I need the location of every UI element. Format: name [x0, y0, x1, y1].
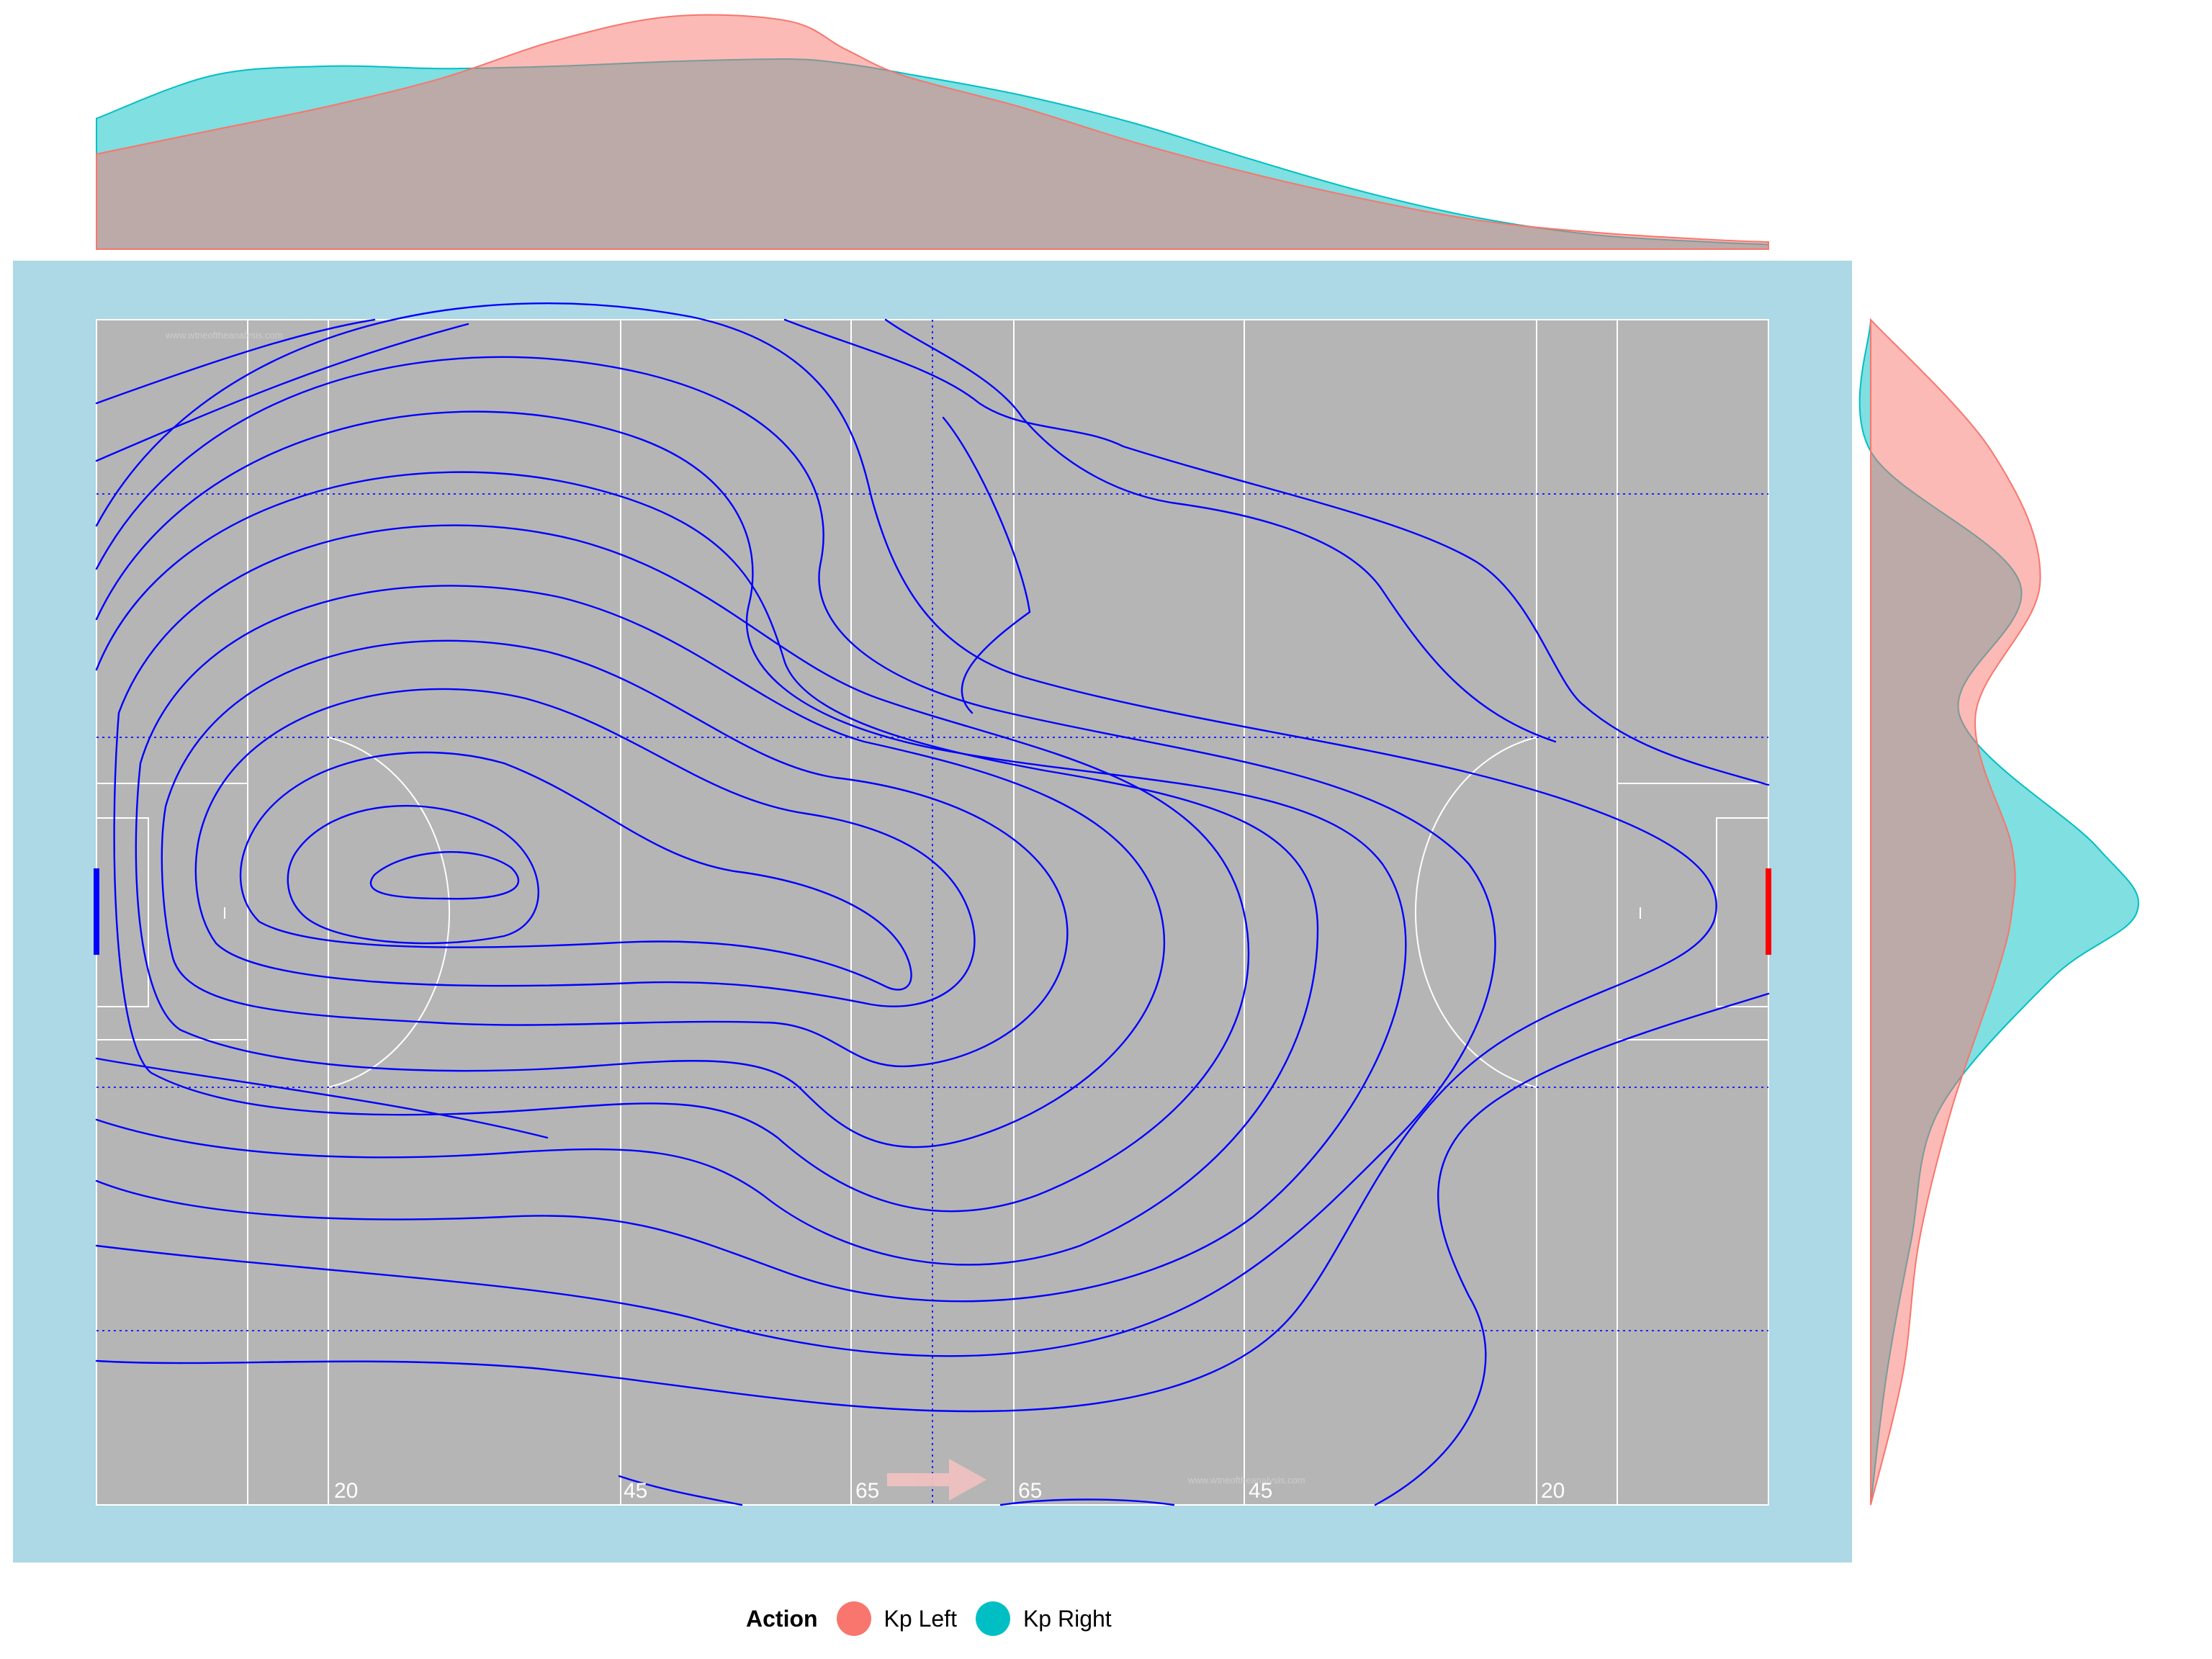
contour-16	[942, 416, 1031, 714]
contour-15	[884, 318, 1557, 743]
watermark-top: www.wtneoftheanalysis.com	[165, 330, 283, 341]
pitch-surface	[96, 320, 1768, 1505]
direction-arrow	[887, 1459, 986, 1501]
legend-label-kp-right: Kp Right	[1022, 1605, 1112, 1632]
yard-label: 20	[1541, 1479, 1565, 1503]
contour-11	[95, 302, 1717, 1413]
legend-swatch-kp-left	[836, 1601, 871, 1636]
contour-4	[194, 688, 976, 1007]
contour-3	[239, 751, 912, 991]
contour-2	[287, 804, 539, 945]
right-density-kp-left	[1870, 318, 2041, 1506]
contour-20	[999, 1498, 1175, 1506]
large-rect-right	[1617, 783, 1768, 1040]
contour-19	[618, 1475, 743, 1506]
legend-item-kp-left: Kp Left	[836, 1601, 957, 1636]
large-rect-left	[96, 783, 248, 1040]
contour-1	[369, 851, 520, 900]
legend-title: Action	[746, 1605, 818, 1632]
contour-9	[95, 410, 1407, 1303]
contour-8	[95, 471, 1319, 1266]
right-marginal-density	[1858, 318, 2139, 1506]
yard-label: 20	[334, 1479, 358, 1503]
top-marginal-density	[96, 14, 1769, 250]
top-density-kp-left	[96, 14, 1769, 250]
zone-guides	[96, 320, 1768, 1505]
legend-label-kp-left: Kp Left	[884, 1605, 957, 1632]
watermark-bottom: www.wtneoftheanalysis.com	[1187, 1475, 1305, 1485]
yard-label: 45	[1249, 1479, 1272, 1503]
contour-17	[1374, 992, 1770, 1506]
contour-6	[135, 585, 1166, 1148]
contour-10	[95, 356, 1496, 1357]
small-rect-left	[96, 817, 149, 1007]
density-contours	[95, 302, 1770, 1506]
contour-14	[783, 318, 1770, 786]
arc-left	[328, 737, 451, 1088]
contour-18	[95, 1057, 549, 1139]
legend-swatch-kp-right	[975, 1601, 1010, 1636]
legend: Action Kp Left Kp Right	[746, 1597, 1118, 1640]
contour-12	[95, 323, 469, 462]
yard-labels: 20 45 65 65 45 20	[334, 1479, 1565, 1503]
contour-7	[113, 524, 1250, 1213]
yard-label: 65	[855, 1479, 879, 1503]
contour-5	[161, 639, 1069, 1068]
legend-item-kp-right: Kp Right	[975, 1601, 1112, 1636]
contour-13	[95, 318, 376, 405]
yard-label: 65	[1018, 1479, 1042, 1503]
yard-label: 45	[624, 1479, 647, 1503]
